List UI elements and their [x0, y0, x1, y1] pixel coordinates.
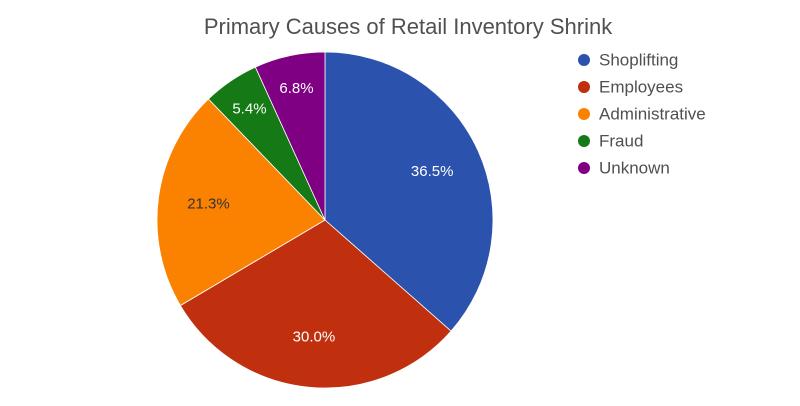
legend-item-unknown[interactable]: Unknown: [578, 159, 670, 178]
legend-item-fraud[interactable]: Fraud: [578, 132, 643, 151]
legend-label: Unknown: [599, 159, 670, 178]
pie-slice-unknown: [254, 51, 326, 221]
legend-label: Shoplifting: [599, 51, 678, 70]
legend-marker-icon: [578, 54, 590, 66]
legend-item-shoplifting[interactable]: Shoplifting: [578, 51, 678, 70]
legend-marker-icon: [578, 135, 590, 147]
chart-title: Primary Causes of Retail Inventory Shrin…: [204, 14, 613, 39]
legend: Shoplifting Employees Administrative Fraud U…: [578, 51, 706, 178]
pie-slice-shoplifting: [324, 51, 494, 332]
legend-item-employees[interactable]: Employees: [578, 78, 683, 97]
legend-label: Fraud: [599, 132, 643, 151]
legend-marker-icon: [578, 108, 590, 120]
slice-value-label-unknown: 6.8%: [279, 80, 313, 97]
slice-value-label-administrative: 21.3%: [187, 196, 230, 213]
legend-label: Employees: [599, 78, 683, 97]
slice-value-label-fraud: 5.4%: [232, 100, 266, 117]
pie-slice-labels: 36.5% 30.0% 21.3% 5.4% 6.8%: [187, 80, 453, 345]
legend-label: Administrative: [599, 105, 706, 124]
pie-slices: [156, 51, 494, 389]
legend-marker-icon: [578, 162, 590, 174]
slice-value-label-shoplifting: 36.5%: [411, 163, 454, 180]
pie-slice-employees: [179, 219, 452, 389]
legend-marker-icon: [578, 81, 590, 93]
slice-value-label-employees: 30.0%: [293, 329, 336, 346]
legend-item-administrative[interactable]: Administrative: [578, 105, 706, 124]
pie-slice-administrative: [156, 98, 326, 307]
